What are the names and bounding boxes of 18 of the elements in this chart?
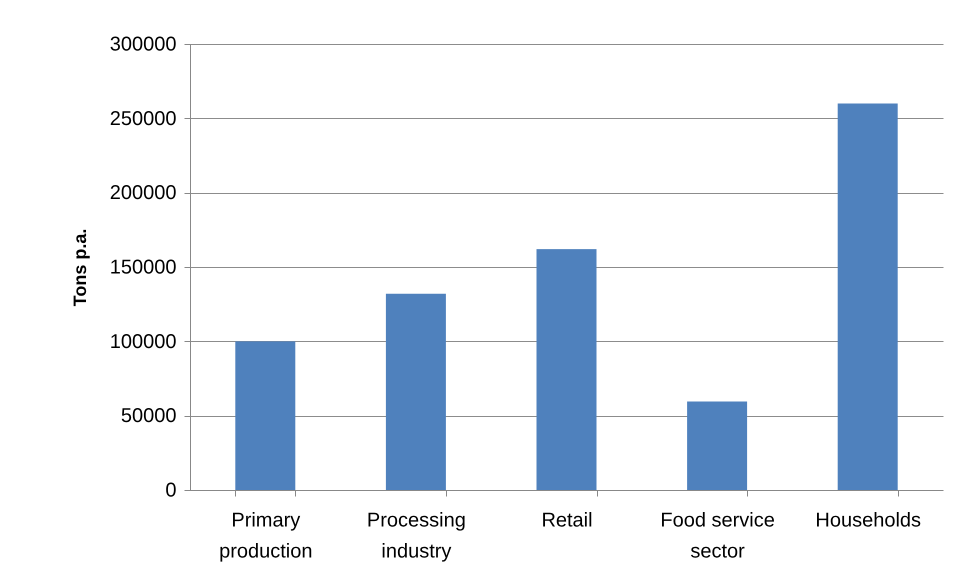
y-axis-title: Tons p.a.: [70, 228, 90, 306]
y-tick-label: 200000: [110, 182, 176, 204]
y-tick-label: 100000: [110, 330, 176, 353]
y-tick-label: 150000: [110, 256, 176, 278]
bar: [687, 402, 748, 490]
x-tick-label: Retail: [541, 510, 593, 532]
y-tick-label: 0: [165, 480, 176, 502]
bar: [536, 249, 596, 490]
bar: [386, 294, 446, 490]
bar: [838, 103, 898, 490]
x-tick-label: Primary production: [219, 510, 313, 562]
y-tick-label: 250000: [110, 108, 176, 130]
bar: [235, 341, 296, 490]
x-tick-label: Households: [815, 510, 922, 532]
x-tick-label: Food service sector: [660, 510, 775, 562]
y-tick-label: 300000: [110, 34, 176, 56]
x-tick-label: Processing industry: [366, 510, 466, 562]
y-tick-label: 50000: [120, 405, 176, 428]
